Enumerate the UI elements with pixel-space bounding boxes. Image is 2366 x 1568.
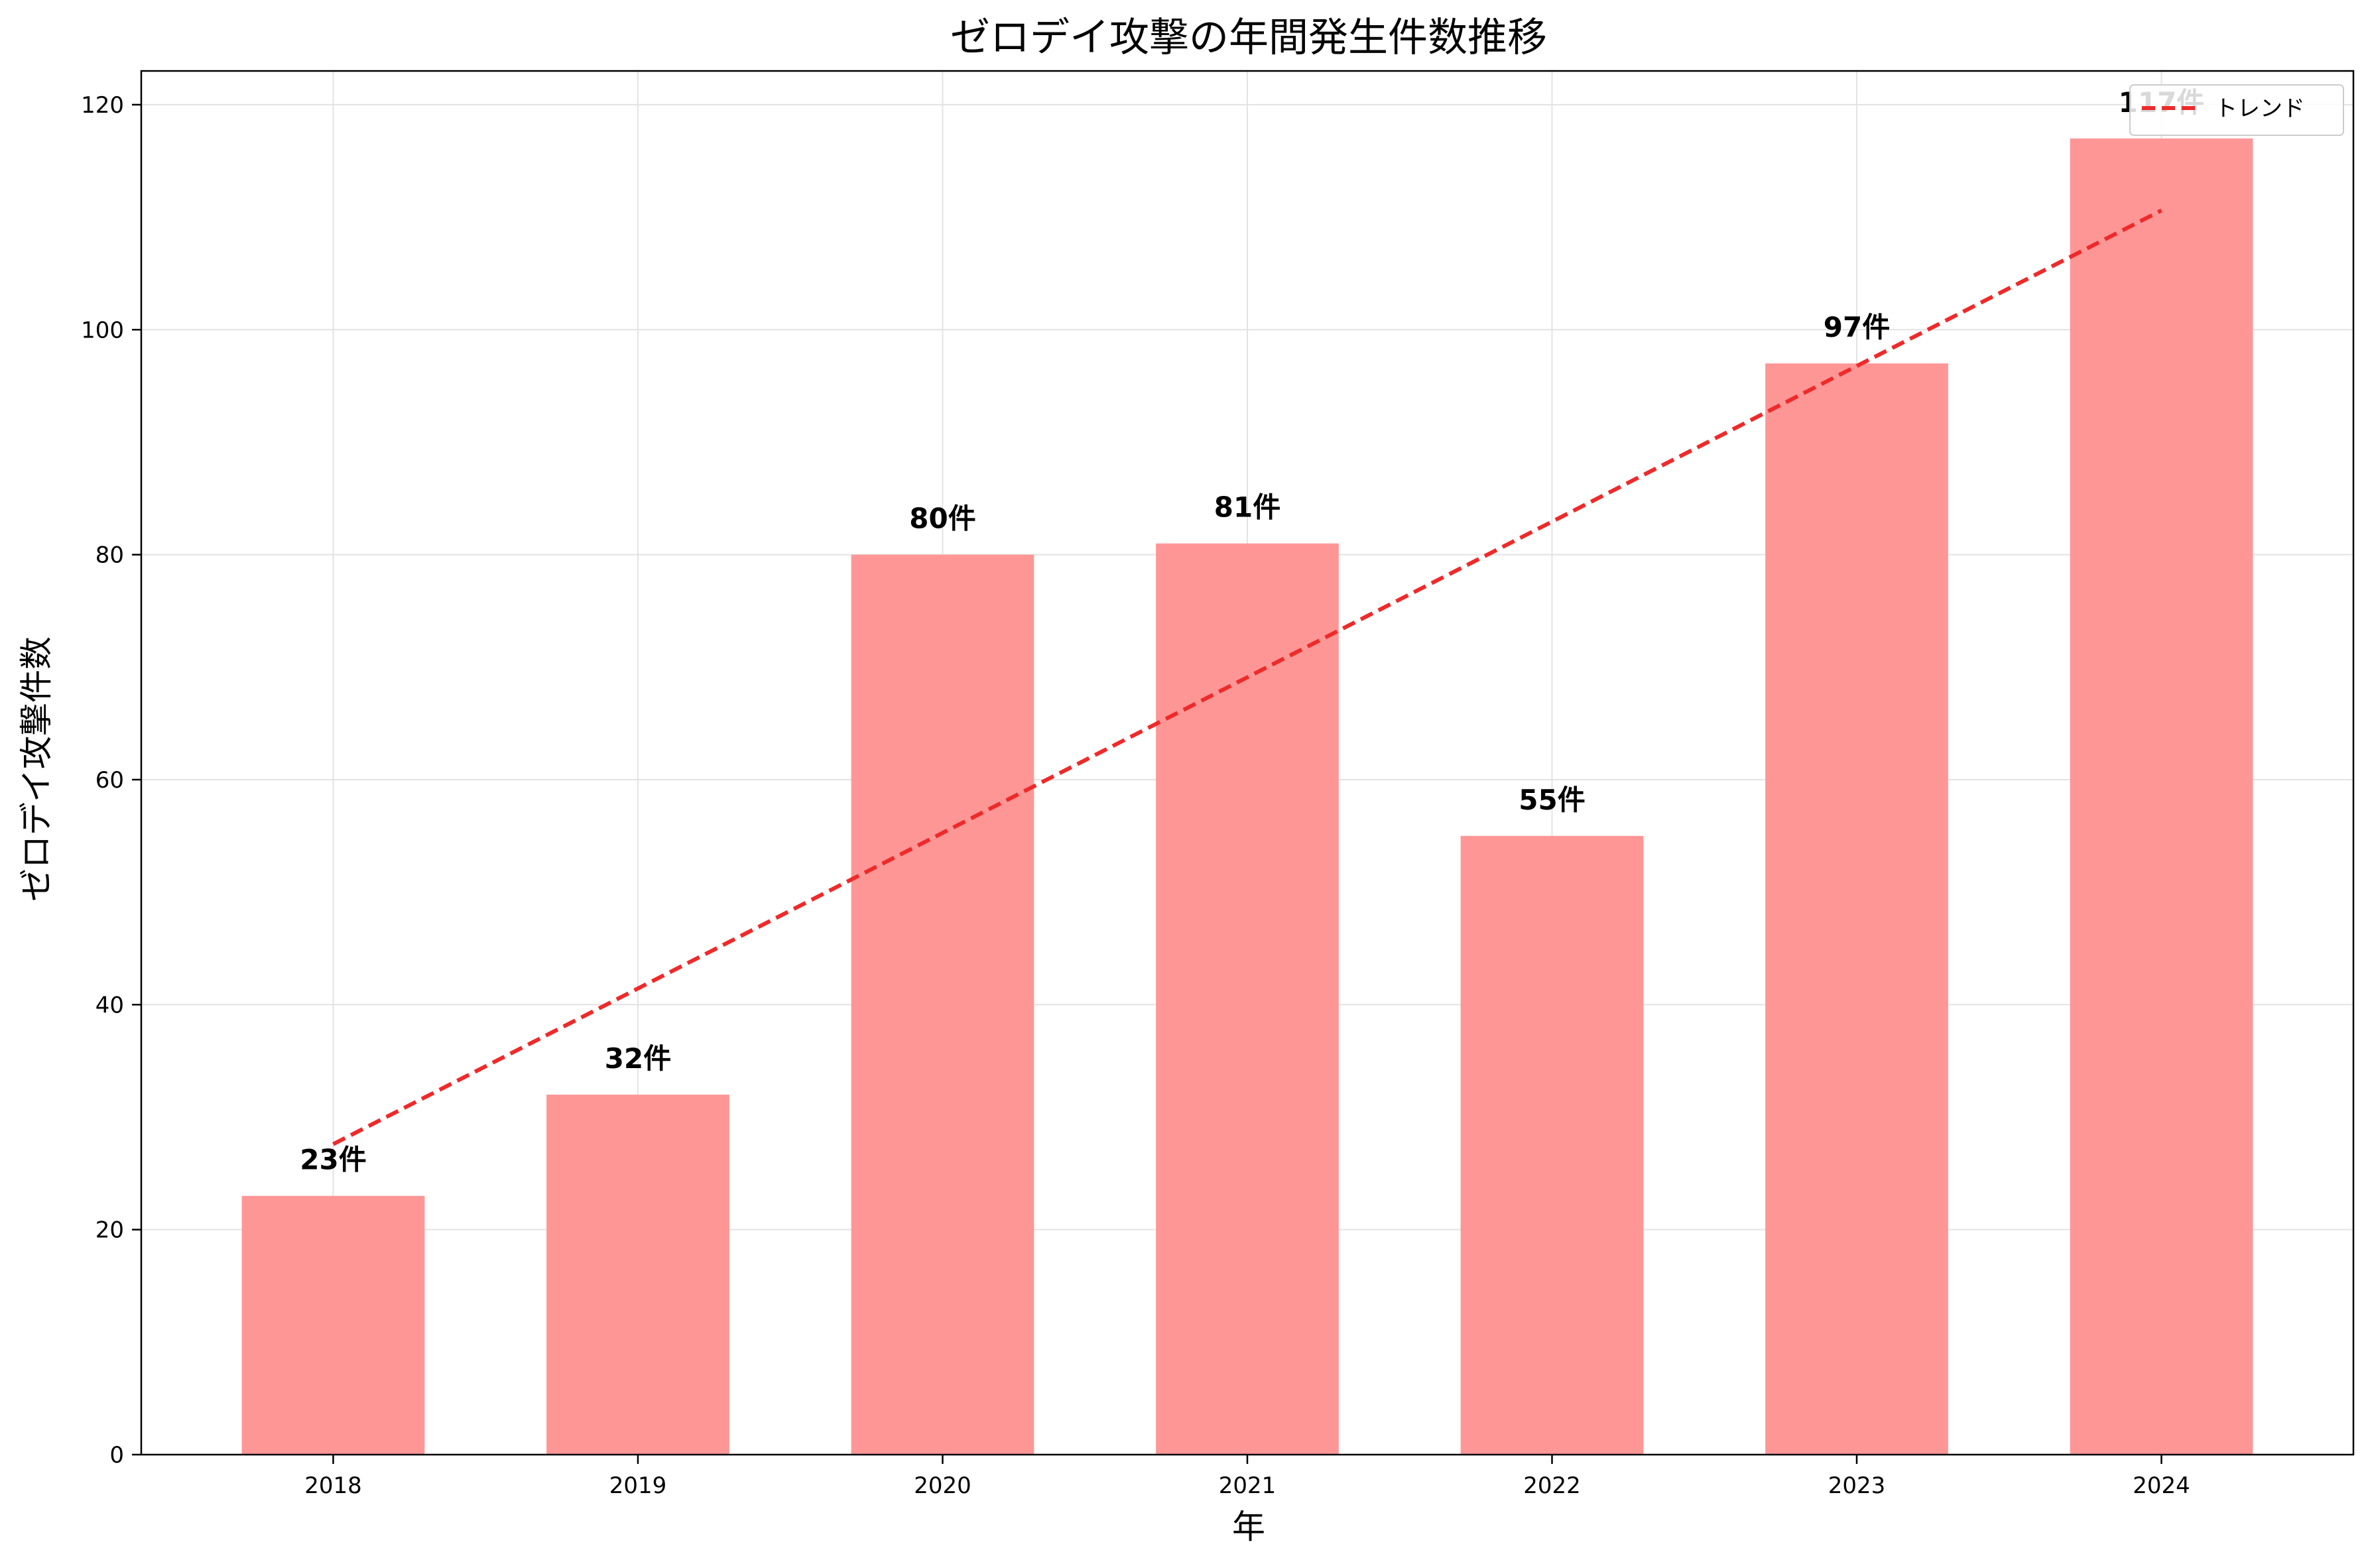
- y-tick-label: 80: [95, 542, 124, 569]
- bars: [241, 138, 2253, 1455]
- bar-2023: [1765, 363, 1948, 1455]
- y-tick-label: 0: [109, 1442, 124, 1469]
- chart-title: ゼロデイ攻撃の年間発生件数推移: [950, 15, 1547, 61]
- data-label-2020: 80件: [909, 503, 975, 535]
- legend: トレンド: [2129, 84, 2344, 136]
- y-tick-label: 60: [95, 767, 124, 794]
- y-tick-label: 120: [81, 92, 124, 119]
- x-axis-title: 年: [1232, 1508, 1265, 1546]
- trend-line: [332, 208, 2162, 1146]
- x-tick-label: 2021: [1219, 1473, 1276, 1499]
- y-axis-title: ゼロデイ攻撃件数: [17, 636, 56, 902]
- bar-2024: [2070, 138, 2253, 1455]
- bar-2021: [1156, 543, 1339, 1455]
- y-tick-label: 100: [81, 317, 124, 343]
- y-tick-label: 20: [95, 1217, 124, 1244]
- bar-2019: [546, 1095, 729, 1455]
- axes: 0 20 40 60 80 100 120 2018 2019 2020 2021 2022 2023 2…: [81, 92, 2190, 1499]
- trend-layer: [332, 208, 2162, 1146]
- data-label-2022: 55件: [1519, 784, 1585, 816]
- data-label-2021: 81件: [1214, 491, 1280, 524]
- bar-2022: [1460, 835, 1644, 1455]
- data-label-2019: 32件: [605, 1042, 671, 1075]
- data-label-2018: 23件: [300, 1144, 366, 1176]
- data-labels: 23件32件80件81件55件97件117件: [300, 86, 2204, 1176]
- y-tick-label: 40: [95, 992, 124, 1018]
- x-tick-label: 2018: [304, 1473, 362, 1499]
- bar-2020: [851, 554, 1034, 1455]
- legend-box: [2129, 84, 2344, 136]
- x-tick-label: 2024: [2133, 1473, 2190, 1499]
- data-label-2023: 97件: [1824, 311, 1890, 343]
- legend-trend-label: トレンド: [2215, 95, 2305, 122]
- x-tick-label: 2019: [609, 1473, 667, 1499]
- x-tick-label: 2020: [914, 1473, 971, 1499]
- bar-2018: [241, 1195, 425, 1455]
- x-tick-label: 2022: [1523, 1473, 1581, 1499]
- x-tick-label: 2023: [1828, 1473, 1886, 1499]
